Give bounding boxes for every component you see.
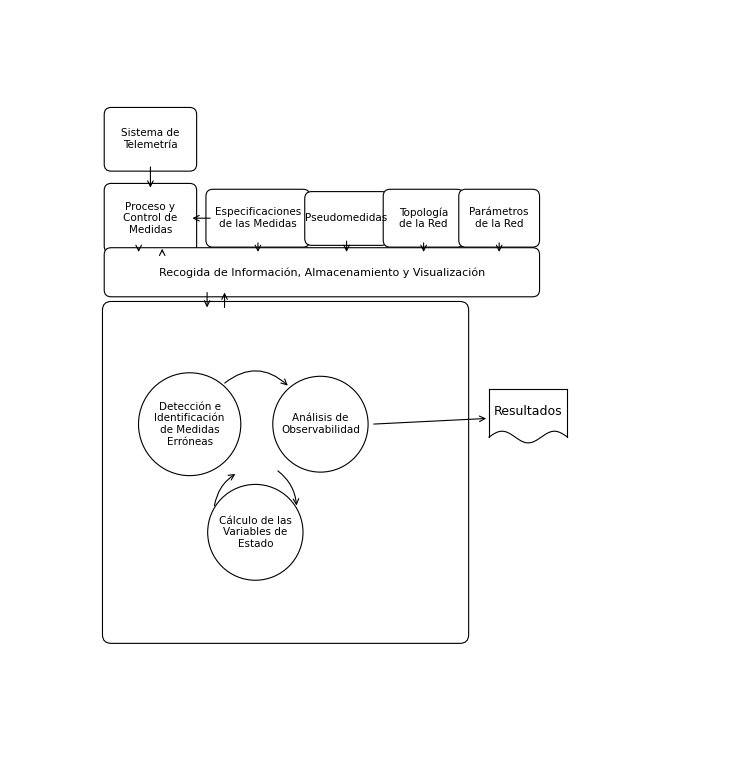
FancyBboxPatch shape bbox=[206, 189, 310, 247]
Text: Detección e
Identificación
de Medidas
Erróneas: Detección e Identificación de Medidas Er… bbox=[154, 402, 225, 446]
Text: Topología
de la Red: Topología de la Red bbox=[399, 207, 448, 229]
FancyBboxPatch shape bbox=[104, 184, 196, 253]
Text: Cálculo de las
Variables de
Estado: Cálculo de las Variables de Estado bbox=[219, 515, 292, 549]
FancyBboxPatch shape bbox=[383, 189, 464, 247]
Text: Sistema de
Telemetría: Sistema de Telemetría bbox=[122, 128, 179, 150]
Text: Resultados: Resultados bbox=[494, 405, 562, 418]
Text: Especificaciones
de las Medidas: Especificaciones de las Medidas bbox=[214, 207, 301, 229]
FancyBboxPatch shape bbox=[103, 301, 469, 644]
Text: Proceso y
Control de
Medidas: Proceso y Control de Medidas bbox=[123, 202, 178, 235]
FancyBboxPatch shape bbox=[104, 108, 196, 171]
FancyBboxPatch shape bbox=[304, 191, 388, 245]
FancyBboxPatch shape bbox=[459, 189, 539, 247]
FancyBboxPatch shape bbox=[104, 247, 539, 297]
Text: Recogida de Información, Almacenamiento y Visualización: Recogida de Información, Almacenamiento … bbox=[159, 267, 485, 278]
Text: Pseudomedidas: Pseudomedidas bbox=[305, 213, 388, 223]
Text: Parámetros
de la Red: Parámetros de la Red bbox=[470, 207, 529, 229]
Text: Análisis de
Observabilidad: Análisis de Observabilidad bbox=[281, 414, 360, 435]
